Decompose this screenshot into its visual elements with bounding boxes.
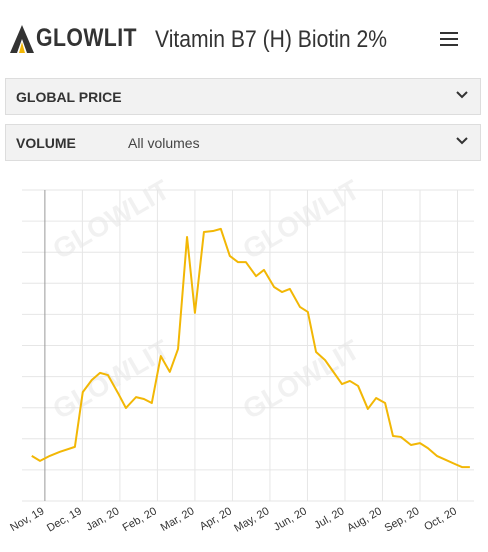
x-tick-label: May, 20 [232, 505, 271, 535]
logo-icon [10, 25, 34, 53]
dropdown-value: All volumes [128, 135, 200, 151]
price-dropdown[interactable]: GLOBAL PRICE [5, 78, 481, 115]
logo[interactable]: GLOWLIT [36, 24, 137, 52]
dropdown-label: GLOBAL PRICE [16, 89, 122, 105]
x-tick-label: Aug, 20 [345, 505, 384, 534]
dropdown-label: VOLUME [16, 135, 76, 151]
menu-button[interactable] [440, 31, 458, 47]
watermark: GLOWLIT [238, 334, 365, 425]
watermark: GLOWLIT [48, 174, 175, 265]
x-tick-label: Jun, 20 [272, 505, 309, 533]
watermark: GLOWLIT [238, 174, 365, 265]
x-tick-label: Mar, 20 [159, 505, 197, 534]
chevron [456, 91, 468, 99]
page-title: Vitamin B7 (H) Biotin 2% [155, 26, 388, 53]
x-tick-label: Jul, 20 [312, 505, 346, 532]
x-tick-label: Sep, 20 [383, 505, 422, 534]
x-tick-label: Nov, 19 [8, 505, 46, 534]
header: GLOWLIT Vitamin B7 (H) Biotin 2% [0, 0, 488, 78]
chevron [456, 137, 468, 145]
x-tick-label: Jan, 20 [84, 505, 121, 533]
price-line [31, 227, 470, 469]
x-tick-label: Oct, 20 [422, 505, 459, 533]
volume-dropdown[interactable]: VOLUME All volumes [5, 124, 481, 161]
x-tick-label: Feb, 20 [121, 505, 159, 534]
x-tick-label: Dec, 19 [45, 505, 84, 534]
x-tick-label: Apr, 20 [198, 505, 234, 533]
